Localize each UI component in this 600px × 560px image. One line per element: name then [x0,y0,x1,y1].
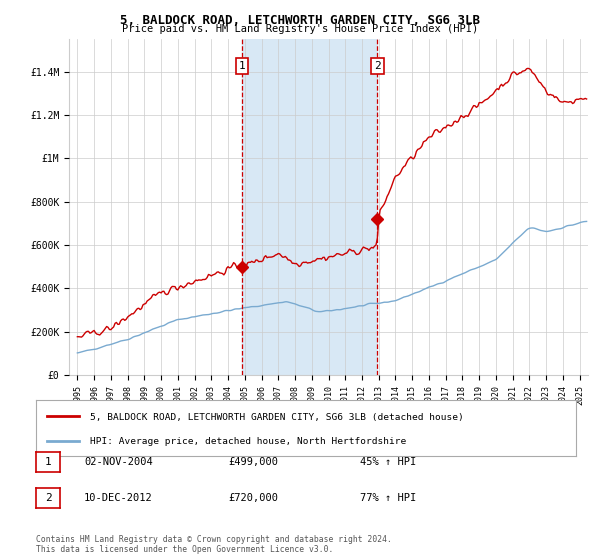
Text: £499,000: £499,000 [228,457,278,467]
Text: £720,000: £720,000 [228,493,278,503]
Text: 10-DEC-2012: 10-DEC-2012 [84,493,153,503]
Text: 5, BALDOCK ROAD, LETCHWORTH GARDEN CITY, SG6 3LB: 5, BALDOCK ROAD, LETCHWORTH GARDEN CITY,… [120,14,480,27]
Text: Price paid vs. HM Land Registry's House Price Index (HPI): Price paid vs. HM Land Registry's House … [122,24,478,34]
Text: 1: 1 [239,61,245,71]
Bar [242,39,377,375]
Text: 45% ↑ HPI: 45% ↑ HPI [360,457,416,467]
Text: Contains HM Land Registry data © Crown copyright and database right 2024.
This d: Contains HM Land Registry data © Crown c… [36,535,392,554]
Text: 2: 2 [374,61,381,71]
Text: 2: 2 [44,493,52,503]
Text: 77% ↑ HPI: 77% ↑ HPI [360,493,416,503]
Text: 1: 1 [44,457,52,467]
Text: 5, BALDOCK ROAD, LETCHWORTH GARDEN CITY, SG6 3LB (detached house): 5, BALDOCK ROAD, LETCHWORTH GARDEN CITY,… [90,413,464,422]
Text: HPI: Average price, detached house, North Hertfordshire: HPI: Average price, detached house, Nort… [90,437,406,446]
Text: 02-NOV-2004: 02-NOV-2004 [84,457,153,467]
